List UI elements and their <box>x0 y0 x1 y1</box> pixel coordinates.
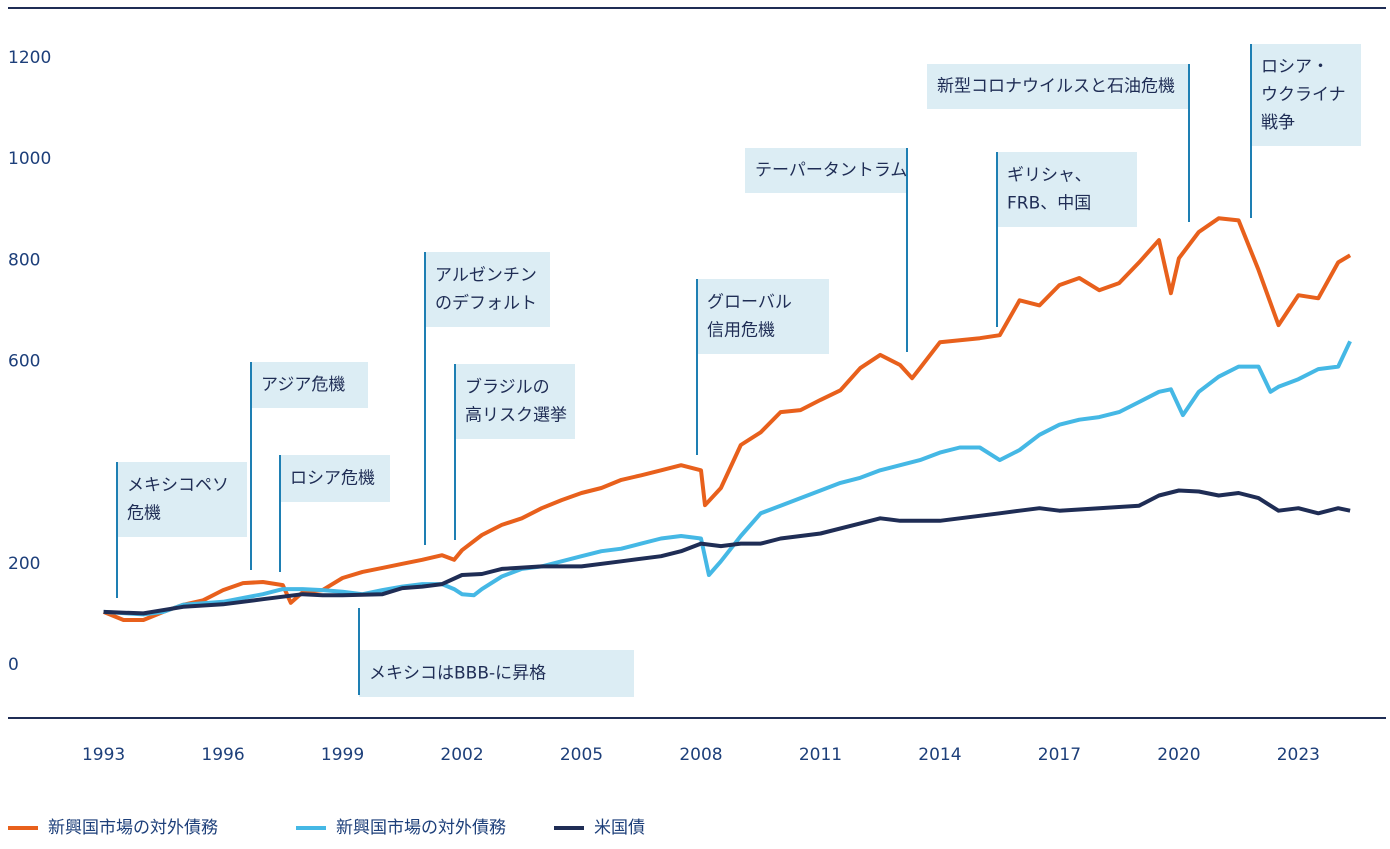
legend-label: 新興国市場の対外債務 <box>336 818 506 838</box>
y-tick-label: 1000 <box>8 149 51 169</box>
legend-label: 米国債 <box>594 818 645 838</box>
x-tick-label: 1996 <box>201 745 244 765</box>
annotation-text: テーパータントラム <box>755 161 907 181</box>
annotation-text: 信用危機 <box>707 321 775 341</box>
annotation-text: アルゼンチン <box>435 266 537 286</box>
annotation-box <box>697 279 829 354</box>
annotation-box <box>251 362 368 408</box>
annotation-text: ギリシャ、 <box>1007 166 1092 186</box>
annotation-text: 新型コロナウイルスと石油危機 <box>937 77 1175 97</box>
annotation-text: ロシア危機 <box>290 469 375 489</box>
annotation-text: 高リスク選挙 <box>465 406 567 426</box>
y-tick-label: 1200 <box>8 48 51 68</box>
annotation-text: ブラジルの <box>465 377 550 398</box>
annotation-box <box>117 462 247 537</box>
series-line <box>103 488 1351 616</box>
x-tick-label: 2014 <box>918 745 961 765</box>
annotation-text: グローバル <box>707 293 792 313</box>
x-tick-label: 2005 <box>560 745 603 765</box>
x-tick-label: 2023 <box>1277 745 1320 765</box>
annotation-text: ウクライナ <box>1261 85 1346 105</box>
x-tick-label: 1993 <box>82 745 125 765</box>
legend-label: 新興国市場の対外債務 <box>48 818 218 838</box>
series-line <box>103 340 1352 617</box>
y-tick-label: 600 <box>8 352 40 372</box>
x-tick-label: 2002 <box>440 745 483 765</box>
series-line <box>102 216 1352 622</box>
annotation-box <box>425 252 550 327</box>
annotation-box <box>997 152 1137 227</box>
annotation-text: アジア危機 <box>261 375 345 395</box>
x-tick-label: 2008 <box>679 745 722 765</box>
annotation-text: メキシコペソ <box>127 476 229 496</box>
annotation-text: 戦争 <box>1261 113 1295 133</box>
x-tick-label: 2020 <box>1157 745 1200 765</box>
annotation-box <box>1251 44 1361 146</box>
x-tick-label: 2011 <box>799 745 842 765</box>
annotation-box <box>359 650 634 697</box>
annotation-box <box>745 148 907 193</box>
annotation-box <box>455 364 575 439</box>
annotation-text: のデフォルト <box>435 293 537 314</box>
annotation-text: FRB、中国 <box>1007 194 1091 214</box>
y-tick-label: 200 <box>8 554 40 574</box>
annotation-text: ロシア・ <box>1261 57 1329 77</box>
x-tick-label: 1999 <box>321 745 364 765</box>
x-tick-label: 2017 <box>1038 745 1081 765</box>
y-tick-label: 800 <box>8 250 40 270</box>
annotation-box <box>927 64 1189 109</box>
annotation-text: メキシコはBBB-に昇格 <box>369 664 546 684</box>
y-tick-label: 0 <box>8 655 19 675</box>
annotation-text: 危機 <box>127 504 161 524</box>
annotation-box <box>280 455 390 502</box>
